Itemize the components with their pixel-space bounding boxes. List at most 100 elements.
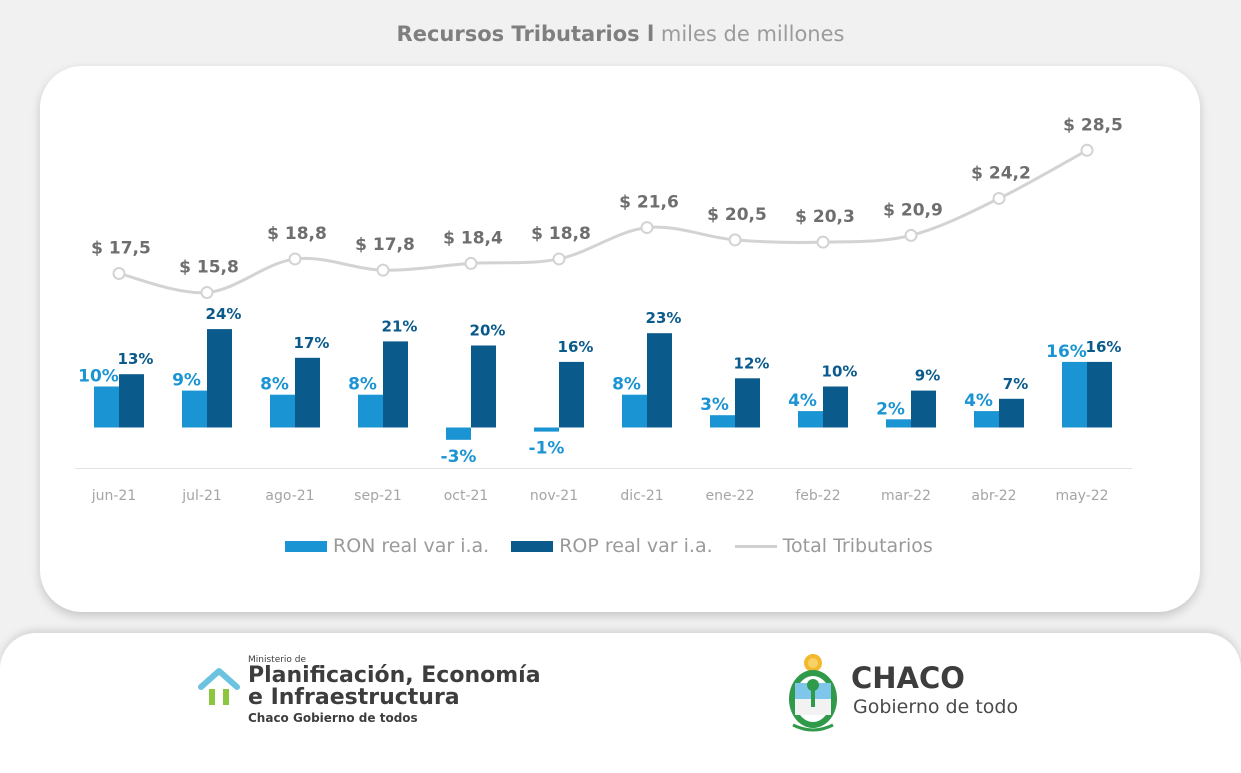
ron-bar-jun-21 (94, 386, 119, 428)
legend-swatch-rop (511, 540, 554, 552)
ministry-name-line1: Planificación, Economía (248, 663, 541, 688)
chaco-seal-icon (789, 654, 837, 732)
ron-bar-feb-22 (798, 411, 823, 428)
total-point-jul-21 (200, 286, 214, 300)
ron-label-feb-22: 4% (788, 391, 817, 411)
ron-label-abr-22: 4% (964, 391, 993, 411)
rop-bar-jul-21 (207, 329, 232, 428)
rop-label-mar-22: 9% (915, 367, 940, 385)
chart-card (40, 66, 1200, 612)
ron-label-sep-21: 8% (348, 375, 377, 395)
ron-label-nov-21: -1% (529, 439, 565, 459)
chaco-name: CHACO (851, 661, 965, 695)
ron-bar-mar-22 (886, 419, 911, 428)
ron-bar-abr-22 (974, 411, 999, 428)
total-point-oct-21 (464, 256, 478, 270)
rop-label-ago-21: 17% (294, 334, 330, 352)
ron-bar-jul-21 (182, 390, 207, 428)
total-label-may-22: $ 28,5 (1063, 115, 1123, 135)
ron-label-may-22: 16% (1046, 342, 1087, 362)
rop-label-oct-21: 20% (470, 322, 506, 340)
ministry-small-label: Ministerio de (248, 655, 307, 665)
rop-bar-may-22 (1087, 361, 1112, 428)
rop-label-nov-21: 16% (558, 338, 594, 356)
rop-bar-dic-21 (647, 333, 672, 428)
legend-label-total: Total Tributarios (782, 535, 933, 557)
house-icon (198, 668, 240, 705)
rop-bar-feb-22 (823, 386, 848, 428)
x-tick-may-22: may-22 (1055, 488, 1108, 504)
x-tick-sep-21: sep-21 (354, 488, 402, 504)
chart-title-bold: Recursos Tributarios l (396, 22, 655, 46)
chart-title-rest: miles de millones (660, 22, 845, 46)
rop-bar-ene-22 (735, 378, 760, 428)
chart-title: Recursos Tributarios l miles de millones (0, 22, 1241, 48)
x-tick-jul-21: jul-21 (181, 488, 222, 504)
total-point-ago-21 (288, 252, 302, 266)
ron-bar-sep-21 (358, 394, 383, 428)
rop-bar-abr-22 (999, 398, 1024, 428)
legend-label-rop: ROP real var i.a. (559, 535, 713, 557)
total-point-mar-22 (904, 228, 918, 242)
rop-bar-mar-22 (911, 390, 936, 428)
rop-label-may-22: 16% (1086, 338, 1122, 356)
rop-bar-sep-21 (383, 341, 408, 428)
chaco-tagline: Gobierno de todo (853, 696, 1019, 718)
ron-bar-nov-21 (534, 427, 559, 432)
ron-bar-oct-21 (446, 427, 471, 440)
rop-bar-jun-21 (119, 374, 144, 428)
total-point-abr-22 (992, 191, 1006, 205)
rop-label-ene-22: 12% (734, 354, 770, 372)
x-tick-mar-22: mar-22 (881, 488, 931, 504)
ron-label-dic-21: 8% (612, 375, 641, 395)
total-label-feb-22: $ 20,3 (795, 207, 855, 227)
rop-label-dic-21: 23% (646, 309, 682, 327)
total-label-ago-21: $ 18,8 (267, 224, 327, 244)
chart-plot: $ 17,5 $ 15,8 $ 18,8 $ 17,8 $ 18,4 $ 18,8 $ 21… (75, 115, 1132, 504)
legend-item-total: Total Tributarios (734, 535, 933, 557)
total-label-jul-21: $ 15,8 (179, 258, 239, 278)
total-tributarios-line (118, 148, 1088, 295)
total-label-sep-21: $ 17,8 (355, 235, 415, 255)
total-label-ene-22: $ 20,5 (707, 205, 767, 225)
legend-label-ron: RON real var i.a. (333, 535, 490, 557)
x-tick-oct-21: oct-21 (444, 488, 489, 504)
x-tick-ago-21: ago-21 (265, 488, 314, 504)
total-label-oct-21: $ 18,4 (443, 228, 503, 248)
x-tick-dic-21: dic-21 (620, 488, 663, 504)
x-tick-jun-21: jun-21 (91, 488, 137, 504)
rop-label-feb-22: 10% (822, 363, 858, 381)
rop-bar-ago-21 (295, 357, 320, 428)
footer-bar: Ministerio de Planificación, Economía e … (0, 633, 1241, 773)
rop-label-abr-22: 7% (1003, 375, 1028, 393)
rop-label-sep-21: 21% (382, 317, 418, 335)
ron-label-oct-21: -3% (441, 447, 477, 467)
ministry-name-line2: e Infraestructura (248, 685, 460, 710)
total-point-jun-21 (112, 267, 126, 280)
total-label-jun-21: $ 17,5 (91, 239, 151, 259)
ron-label-ene-22: 3% (700, 395, 729, 415)
total-label-dic-21: $ 21,6 (619, 193, 679, 213)
legend-item-rop: ROP real var i.a. (511, 535, 713, 557)
chart-legend: RON real var i.a. ROP real var i.a. Tota… (285, 532, 955, 560)
x-tick-ene-22: ene-22 (706, 488, 755, 504)
ministry-subtitle: Chaco Gobierno de todos (248, 711, 418, 725)
total-point-ene-22 (728, 233, 742, 247)
ron-label-ago-21: 8% (260, 375, 289, 395)
total-point-may-22 (1080, 143, 1094, 157)
total-label-nov-21: $ 18,8 (531, 224, 591, 244)
rop-label-jun-21: 13% (118, 350, 154, 368)
rop-bar-oct-21 (471, 345, 496, 428)
total-point-dic-21 (640, 221, 654, 235)
ron-bar-ago-21 (270, 394, 295, 428)
ron-bar-dic-21 (622, 394, 647, 428)
total-label-abr-22: $ 24,2 (971, 163, 1031, 183)
ron-label-jul-21: 9% (172, 371, 201, 391)
x-tick-nov-21: nov-21 (530, 488, 578, 504)
rop-bar-nov-21 (559, 361, 584, 428)
ron-label-mar-22: 2% (876, 399, 905, 419)
total-point-nov-21 (552, 252, 566, 266)
legend-swatch-total (734, 544, 777, 548)
total-point-feb-22 (816, 235, 830, 249)
x-tick-abr-22: abr-22 (971, 488, 1016, 504)
